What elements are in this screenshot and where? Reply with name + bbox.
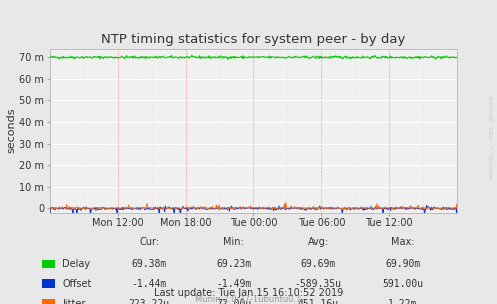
Text: 1.22m: 1.22m [388,299,417,304]
Text: Avg:: Avg: [308,237,329,247]
Text: -1.49m: -1.49m [216,279,251,289]
Text: 69.38m: 69.38m [132,260,166,269]
Text: Min:: Min: [223,237,244,247]
Title: NTP timing statistics for system peer - by day: NTP timing statistics for system peer - … [101,33,406,46]
Text: 72.00u: 72.00u [216,299,251,304]
Text: Delay: Delay [62,260,90,269]
Text: 69.90m: 69.90m [385,260,420,269]
Text: Max:: Max: [391,237,414,247]
Text: -1.44m: -1.44m [132,279,166,289]
Text: 69.23m: 69.23m [216,260,251,269]
Text: RRDTOOL / TOBI OETIKER: RRDTOOL / TOBI OETIKER [490,95,495,178]
Text: Jitter: Jitter [62,299,85,304]
Text: 223.22u: 223.22u [129,299,169,304]
Text: Cur:: Cur: [139,237,159,247]
Text: 451.16u: 451.16u [298,299,338,304]
Text: -589.35u: -589.35u [295,279,341,289]
Text: Offset: Offset [62,279,91,289]
Text: Munin 2.0.37-1ubuntu0.1: Munin 2.0.37-1ubuntu0.1 [195,295,302,304]
Text: 591.00u: 591.00u [382,279,423,289]
Text: Last update: Tue Jan 15 16:10:52 2019: Last update: Tue Jan 15 16:10:52 2019 [154,288,343,299]
Y-axis label: seconds: seconds [6,108,16,154]
Text: 69.69m: 69.69m [301,260,335,269]
